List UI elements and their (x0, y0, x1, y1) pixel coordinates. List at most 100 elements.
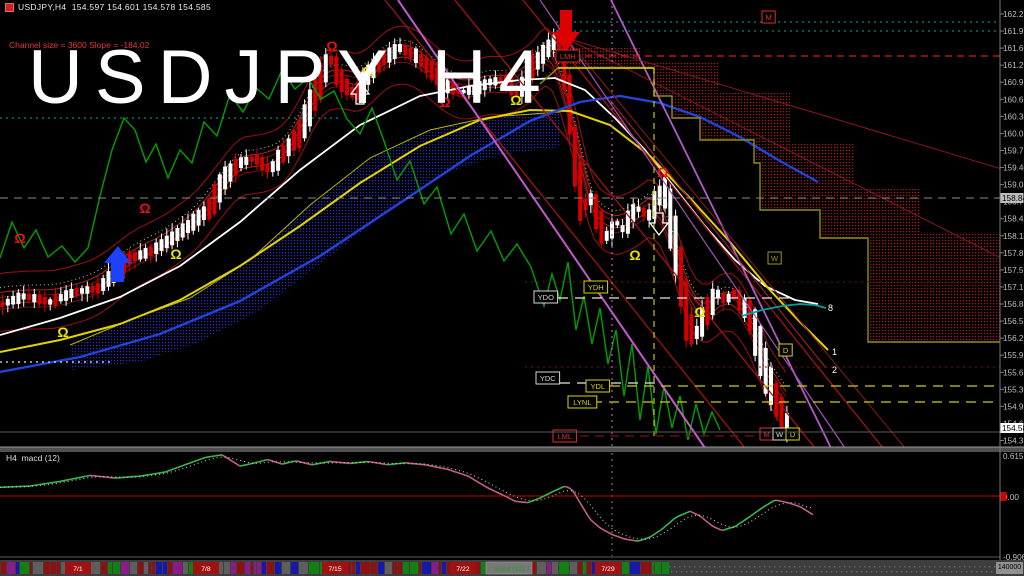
timeline-block (559, 562, 569, 574)
blue-up-arrow-icon (104, 246, 131, 282)
price-tick-label: 161.290 (1003, 61, 1024, 70)
ma-yellow (0, 108, 829, 353)
timeline-block (20, 562, 29, 574)
macd-line (281, 460, 298, 465)
trend-line[interactable] (565, 37, 1005, 260)
timeline-date-label: 7/1 (73, 566, 83, 573)
macd-line (266, 458, 283, 465)
price-tick-label: 157.195 (1003, 283, 1024, 292)
timeline-date-label: 7/8 (201, 566, 211, 573)
trend-line[interactable] (522, 0, 884, 449)
timeline-block (189, 562, 193, 574)
omega-buy-icon: Ω (362, 63, 373, 79)
trend-line[interactable] (565, 37, 906, 449)
timeline-block (262, 562, 266, 574)
big-sell-arrow-icon (552, 10, 580, 52)
svg-text:YDC: YDC (540, 374, 556, 383)
timeline-block (299, 562, 308, 574)
line-number-label: 8 (828, 303, 833, 313)
timeline-block (163, 562, 167, 574)
trend-line[interactable] (454, 0, 816, 449)
ichimoku-cloud-red (540, 48, 1000, 342)
price-tick-label: 160.660 (1003, 95, 1024, 104)
timeline-block (108, 562, 112, 574)
timeline-block (422, 562, 431, 574)
pivot-label-box (552, 429, 578, 443)
price-tick-label: 160.975 (1003, 78, 1024, 87)
timeline-block (587, 562, 591, 574)
price-tick-label: 159.715 (1003, 146, 1024, 155)
price-tick-label: 161.920 (1003, 27, 1024, 36)
timeline-block (267, 562, 274, 574)
macd-line (635, 510, 691, 542)
time-axis[interactable]: 7/1 7/8 7/15 7/22 7/29 macd (12) (0, 560, 1024, 576)
timeline-block (113, 562, 120, 574)
omega-buy-icon: Ω (694, 304, 705, 320)
price-tick-label: 155.620 (1003, 368, 1024, 377)
timeline-block (346, 562, 351, 574)
timeline-block (655, 562, 661, 574)
trend-line[interactable] (384, 0, 746, 449)
timeline-comment-box (485, 561, 533, 575)
trend-line[interactable] (609, 99, 827, 369)
price-tick-label: 159.400 (1003, 164, 1024, 173)
price-tick-label: 154.360 (1003, 437, 1024, 446)
timeline-block (168, 562, 172, 574)
svg-text:YDH: YDH (588, 283, 604, 292)
timeline-block (282, 562, 290, 574)
trend-line[interactable] (565, 37, 1005, 170)
macd-tick-label: 0.615 (1003, 452, 1024, 461)
macd-zero-tag (1000, 492, 1007, 501)
timeline-block (130, 562, 137, 574)
window-separator[interactable] (0, 447, 1024, 452)
trend-line[interactable] (539, 0, 846, 449)
pivot-label-box (533, 290, 559, 304)
timeline-block (570, 562, 577, 574)
svg-text:YDO: YDO (538, 293, 554, 302)
price-tick-label: 156.565 (1003, 317, 1024, 326)
macd-tick-label: 0.00 (1003, 493, 1019, 502)
timeline-block (352, 562, 355, 574)
svg-text:LMH: LMH (560, 52, 576, 61)
timeline-block (578, 562, 582, 574)
timeline-date-label: 7/29 (601, 566, 614, 573)
timeline-date-block (322, 562, 348, 574)
timeline-block (630, 562, 640, 574)
timeline-block (552, 562, 558, 574)
timeline-block (251, 562, 253, 574)
price-tick-label: 155.935 (1003, 351, 1024, 360)
timeline-block (224, 562, 230, 574)
timeline-block (393, 562, 397, 574)
timeline-block (439, 562, 441, 574)
timeline-block (442, 562, 446, 574)
price-tick-label: 154.990 (1003, 402, 1024, 411)
trend-line[interactable] (397, 0, 706, 449)
timeline-block (291, 562, 298, 574)
price-tick-label: 156.250 (1003, 334, 1024, 343)
timeline-block (652, 562, 654, 574)
omega-sell-icon: Ω (439, 94, 450, 110)
timeline-block (33, 562, 43, 574)
price-axis[interactable]: 162.235 161.920 161.605 161.290 160.975 160.6… (1000, 10, 1024, 562)
timeline-block (385, 562, 392, 574)
timeline-block (245, 562, 250, 574)
timeline-block (156, 562, 162, 574)
timeline-block (641, 562, 651, 574)
timeline-block (152, 562, 155, 574)
timeline-block (51, 562, 56, 574)
omega-buy-icon: Ω (510, 92, 521, 108)
svg-text:M: M (765, 13, 771, 22)
price-tick-label: 156.880 (1003, 300, 1024, 309)
price-tick-label: 157.825 (1003, 249, 1024, 258)
macd-line (239, 458, 268, 467)
timeline-block (662, 562, 669, 574)
timeline-date-label: 7/15 (328, 566, 341, 573)
macd-line (404, 462, 529, 504)
timeline-date-block (193, 562, 219, 574)
timeline-block (16, 562, 19, 574)
svg-text:YDL: YDL (591, 382, 606, 391)
trend-line[interactable] (610, 0, 832, 449)
timeline-block (57, 562, 60, 574)
